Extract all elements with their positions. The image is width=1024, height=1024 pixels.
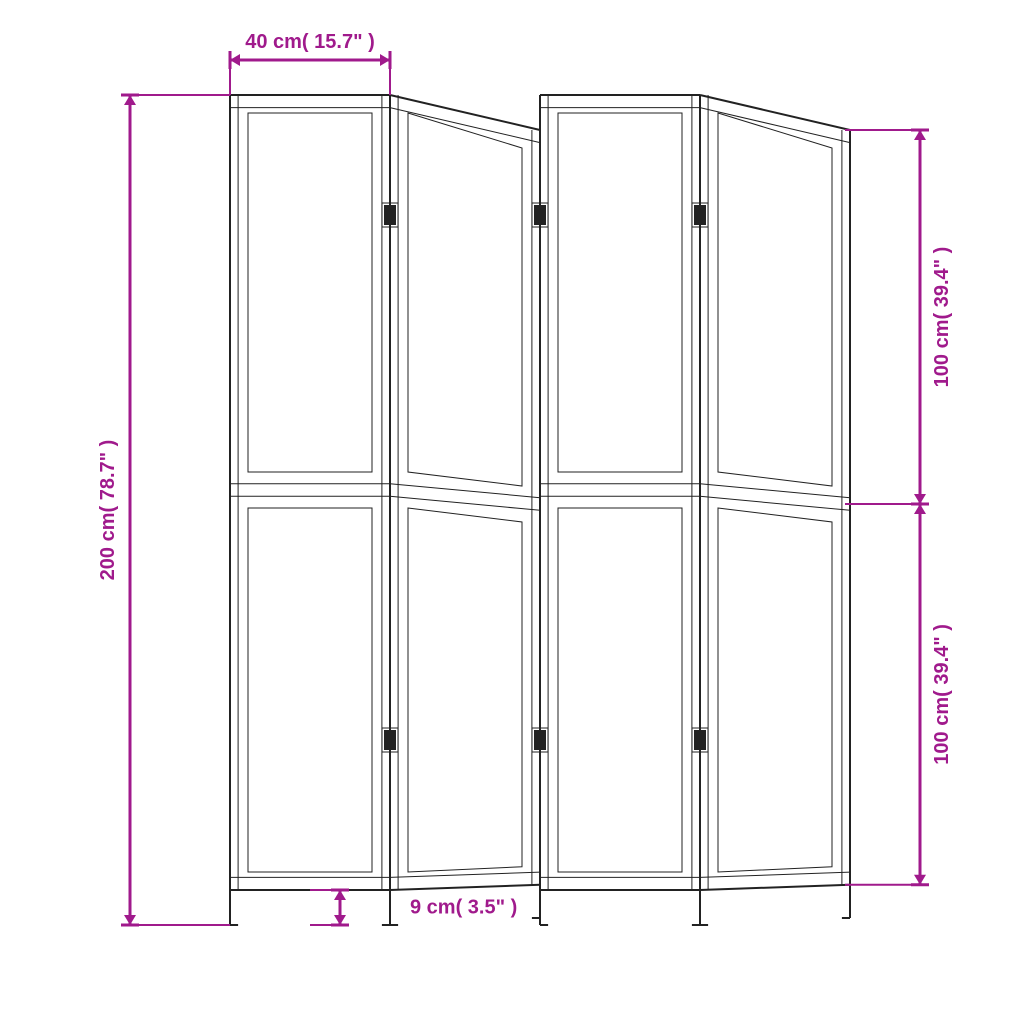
dim-width-label: 40 cm( 15.7" ) [245, 31, 375, 53]
dim-height-upper-label: 100 cm( 39.4" ) [931, 247, 953, 388]
dim-foot-label: 9 cm( 3.5" ) [410, 897, 517, 919]
dim-height-total-label: 200 cm( 78.7" ) [97, 440, 119, 581]
dim-height-lower-label: 100 cm( 39.4" ) [931, 624, 953, 765]
